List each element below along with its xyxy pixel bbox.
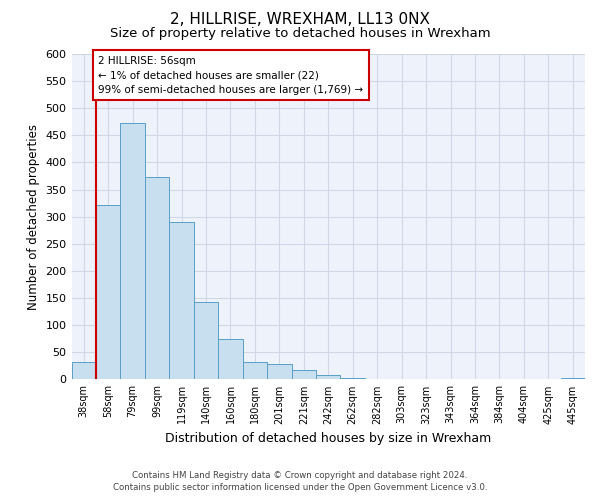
Text: 2, HILLRISE, WREXHAM, LL13 0NX: 2, HILLRISE, WREXHAM, LL13 0NX: [170, 12, 430, 28]
Bar: [121, 123, 145, 380]
Bar: [242, 362, 267, 380]
Bar: [267, 364, 292, 380]
Bar: [218, 339, 242, 380]
Y-axis label: Number of detached properties: Number of detached properties: [27, 124, 40, 310]
Bar: [340, 378, 365, 380]
Bar: [96, 205, 121, 380]
Text: Contains HM Land Registry data © Crown copyright and database right 2024.
Contai: Contains HM Land Registry data © Crown c…: [113, 471, 487, 492]
X-axis label: Distribution of detached houses by size in Wrexham: Distribution of detached houses by size …: [165, 432, 491, 445]
Bar: [292, 370, 316, 380]
Bar: [389, 379, 414, 380]
Bar: [169, 222, 194, 380]
Text: Size of property relative to detached houses in Wrexham: Size of property relative to detached ho…: [110, 28, 490, 40]
Bar: [316, 375, 340, 380]
Text: 2 HILLRISE: 56sqm
← 1% of detached houses are smaller (22)
99% of semi-detached : 2 HILLRISE: 56sqm ← 1% of detached house…: [98, 56, 364, 95]
Bar: [71, 362, 96, 380]
Bar: [145, 177, 169, 380]
Bar: [365, 379, 389, 380]
Bar: [560, 378, 585, 380]
Bar: [194, 302, 218, 380]
